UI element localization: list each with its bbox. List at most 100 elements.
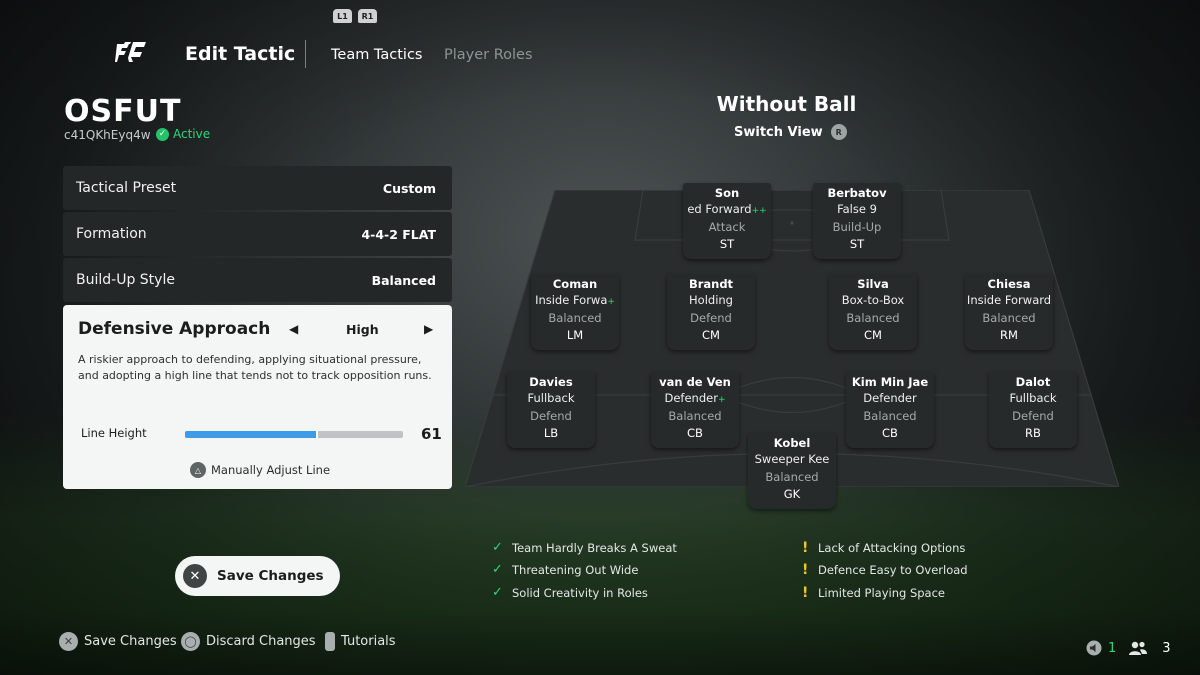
speaker-icon — [1086, 640, 1102, 656]
row-value: Balanced — [371, 272, 436, 288]
player-card-brandt[interactable]: Brandt Holding Defend CM — [667, 274, 755, 350]
footer-label: Tutorials — [341, 634, 396, 649]
l1-button-icon[interactable]: L1 — [333, 9, 352, 23]
player-position: CB — [687, 426, 703, 440]
player-name: Kobel — [773, 436, 811, 450]
feedback-text: Lack of Attacking Options — [818, 541, 966, 555]
player-role: ed Forward++ — [687, 202, 767, 216]
player-card-dalot[interactable]: Dalot Fullback Defend RB — [989, 372, 1077, 448]
defensive-approach-description: A riskier approach to defending, applyin… — [78, 353, 432, 382]
player-name: Berbatov — [827, 186, 887, 200]
footer-save-changes[interactable]: ✕ Save Changes — [59, 632, 177, 651]
build-up-style-row[interactable]: Build-Up Style Balanced — [63, 258, 452, 302]
player-role: Inside Forwa+ — [535, 293, 615, 307]
player-position: RB — [1025, 426, 1041, 440]
player-position: ST — [719, 237, 735, 251]
player-name: Son — [714, 186, 740, 200]
formation-row[interactable]: Formation 4-4-2 FLAT — [63, 212, 452, 256]
right-stick-icon: R — [830, 124, 847, 140]
player-card-davies[interactable]: Davies Fullback Defend LB — [507, 372, 595, 448]
r1-button-icon[interactable]: R1 — [358, 9, 377, 23]
footer-discard-changes[interactable]: ◯ Discard Changes — [181, 632, 316, 651]
footer-tutorials[interactable]: Tutorials — [325, 632, 396, 651]
player-focus: Defend — [1012, 409, 1054, 423]
status-text: Active — [173, 127, 211, 141]
player-card-chiesa[interactable]: Chiesa Inside Forward Balanced RM — [965, 274, 1053, 350]
player-position: CM — [864, 328, 882, 342]
player-position: LB — [543, 426, 559, 440]
tab-team-tactics[interactable]: Team Tactics — [331, 47, 423, 63]
tab-player-roles[interactable]: Player Roles — [444, 47, 533, 63]
row-label: Tactical Preset — [76, 180, 177, 196]
player-name: Silva — [857, 277, 889, 291]
card-title: Defensive Approach — [78, 319, 271, 339]
row-value: Custom — [382, 180, 436, 196]
circle-button-icon: ◯ — [181, 632, 200, 651]
status-badge: ✓ Active — [156, 127, 210, 141]
check-icon: ✓ — [492, 540, 503, 555]
player-role: False 9 — [837, 202, 877, 216]
player-position: CB — [882, 426, 898, 440]
footer-label: Save Changes — [84, 634, 177, 649]
feedback-positive: ✓ Threatening Out Wide — [492, 562, 638, 577]
player-focus: Defend — [690, 311, 732, 325]
player-role: Fullback — [1009, 391, 1057, 405]
feedback-positive: ✓ Team Hardly Breaks A Sweat — [492, 540, 677, 555]
player-card-silva[interactable]: Silva Box-to-Box Balanced CM — [829, 274, 917, 350]
switch-view-label: Switch View — [734, 124, 823, 140]
users-icon — [1129, 641, 1148, 655]
line-height-slider[interactable] — [185, 431, 403, 438]
player-position: LM — [566, 328, 584, 342]
triangle-button-icon: △ — [190, 462, 206, 478]
player-card-kim-min-jae[interactable]: Kim Min Jae Defender Balanced CB — [846, 372, 934, 448]
player-name: Dalot — [1015, 375, 1051, 389]
bumper-hints: L1 R1 — [333, 9, 377, 23]
team-name: OSFUT — [64, 94, 182, 129]
save-changes-button[interactable]: ✕ Save Changes — [175, 556, 340, 596]
arrow-left-icon[interactable]: ◀ — [289, 322, 299, 336]
player-card-son[interactable]: Son ed Forward++ Attack ST — [683, 183, 771, 259]
tactical-preset-row[interactable]: Tactical Preset Custom — [63, 166, 452, 210]
manual-label: Manually Adjust Line — [211, 463, 331, 477]
player-focus: Build-Up — [832, 220, 882, 234]
player-position: ST — [849, 237, 865, 251]
player-position: RM — [1000, 328, 1018, 342]
touchpad-icon — [325, 632, 335, 651]
player-card-kobel[interactable]: Kobel Sweeper Kee Balanced GK — [748, 433, 836, 509]
player-card-van-de-ven[interactable]: van de Ven Defender+ Balanced CB — [651, 372, 739, 448]
player-focus: Balanced — [548, 311, 602, 325]
player-focus: Defend — [530, 409, 572, 423]
player-focus: Balanced — [982, 311, 1036, 325]
session-counts: 1 3 — [1086, 640, 1171, 656]
defensive-approach-card[interactable]: Defensive Approach ◀ High ▶ A riskier ap… — [63, 305, 452, 489]
player-position: CM — [702, 328, 720, 342]
manually-adjust-line-button[interactable]: △ Manually Adjust Line — [190, 462, 330, 478]
warning-icon: ! — [802, 540, 809, 556]
team-code: c41QKhEyq4w — [64, 128, 151, 142]
line-height-value: 61 — [421, 425, 442, 443]
check-circle-icon: ✓ — [156, 127, 169, 141]
player-focus: Balanced — [765, 470, 819, 484]
pitch-view-title: Without Ball — [716, 92, 857, 116]
player-name: Brandt — [688, 277, 734, 291]
player-name: Chiesa — [987, 277, 1031, 291]
count-second: 3 — [1162, 640, 1171, 656]
feedback-text: Threatening Out Wide — [512, 562, 639, 577]
player-role: Sweeper Kee — [754, 452, 830, 466]
player-card-berbatov[interactable]: Berbatov False 9 Build-Up ST — [813, 183, 901, 259]
player-role: Inside Forward — [966, 293, 1052, 307]
count-first: 1 — [1108, 640, 1117, 656]
player-name: Coman — [552, 277, 598, 291]
player-position: GK — [783, 487, 801, 501]
arrow-right-icon[interactable]: ▶ — [424, 322, 434, 336]
player-card-coman[interactable]: Coman Inside Forwa+ Balanced LM — [531, 274, 619, 350]
player-name: Davies — [529, 375, 573, 389]
feedback-text: Solid Creativity in Roles — [512, 585, 648, 600]
player-role: Defender — [863, 391, 917, 405]
switch-view-button[interactable]: Switch View R — [734, 124, 847, 140]
line-height-label: Line Height — [81, 426, 147, 440]
line-height-fill — [185, 431, 318, 438]
warning-icon: ! — [802, 585, 809, 601]
player-focus: Attack — [708, 220, 746, 234]
check-icon: ✓ — [492, 585, 503, 600]
